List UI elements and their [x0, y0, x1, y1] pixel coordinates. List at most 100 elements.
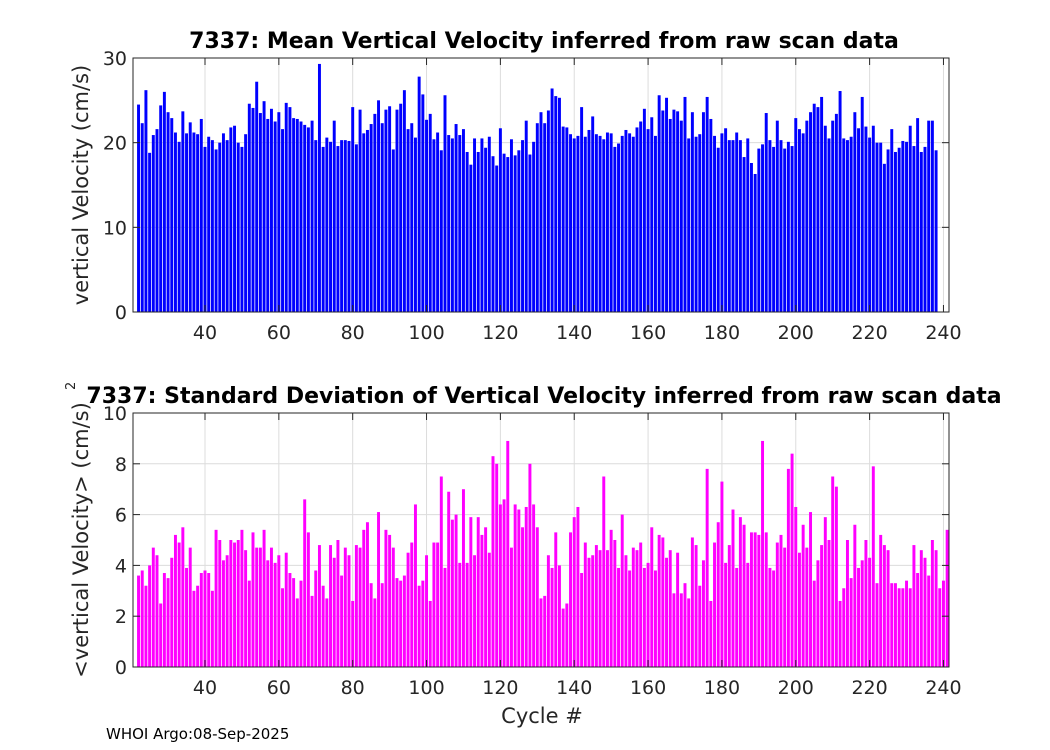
bar [539, 598, 543, 667]
bar [901, 588, 905, 667]
bar [934, 150, 938, 312]
bar [605, 132, 609, 312]
bar [775, 120, 779, 313]
bar [458, 562, 462, 667]
bar [210, 590, 214, 667]
bar [897, 147, 901, 312]
bar [757, 534, 761, 667]
bar [458, 135, 462, 312]
bar [628, 570, 632, 667]
bar [738, 140, 742, 312]
bar [521, 527, 525, 667]
x-tick-label: 120 [482, 677, 518, 699]
bar [461, 129, 465, 312]
bar [170, 118, 174, 312]
bar [580, 107, 584, 312]
bar [173, 132, 177, 312]
bar [768, 567, 772, 667]
bar [236, 142, 240, 312]
bar [908, 588, 912, 667]
bar [572, 517, 576, 667]
bar [845, 140, 849, 312]
bar [336, 146, 340, 312]
bar [561, 126, 565, 312]
bar [421, 94, 425, 312]
bar [362, 529, 366, 667]
bar [406, 552, 410, 667]
x-tick-label: 100 [408, 322, 444, 344]
bar [628, 133, 632, 312]
y-tick-label: 8 [115, 454, 127, 476]
bar [701, 560, 705, 667]
bar [292, 578, 296, 667]
bar [225, 140, 229, 312]
bar [221, 133, 225, 312]
bar [591, 116, 595, 312]
bar [809, 112, 813, 312]
bar [679, 120, 683, 313]
bar [351, 107, 355, 312]
bar [480, 534, 484, 667]
y-tick-label: 30 [103, 48, 127, 70]
bar [543, 595, 547, 667]
x-tick-label: 240 [925, 322, 961, 344]
bar [162, 573, 166, 667]
bar [583, 542, 587, 667]
bar [214, 529, 218, 667]
bar [665, 557, 669, 667]
bar [665, 97, 669, 312]
bar [185, 133, 189, 312]
bar [794, 118, 798, 312]
bar [166, 112, 170, 312]
bar [823, 125, 827, 312]
bottom-y-axis-superscript: 2 [64, 382, 79, 390]
bar [624, 129, 628, 312]
bar [761, 440, 765, 667]
x-tick-label: 80 [341, 322, 365, 344]
bottom-x-ticks: 40 60 80 100 120 140 160 180 200 220 240 [193, 413, 962, 699]
bar [860, 560, 864, 667]
bar [306, 532, 310, 667]
bar [864, 126, 868, 312]
bar [687, 138, 691, 312]
bottom-y-axis-label: <vertical Velocity> (cm/s) [69, 402, 93, 678]
bar [809, 512, 813, 667]
bar [480, 138, 484, 312]
bar [273, 562, 277, 667]
bar [484, 527, 488, 667]
bar [724, 562, 728, 667]
bar [247, 103, 251, 312]
bar [849, 578, 853, 667]
bar [794, 506, 798, 667]
bar [332, 557, 336, 667]
bar [554, 96, 558, 312]
bar [535, 123, 539, 312]
bar [602, 476, 606, 667]
bar [476, 151, 480, 312]
bar [646, 129, 650, 312]
bar [738, 517, 742, 667]
bar [713, 135, 717, 312]
bar [646, 562, 650, 667]
y-tick-label: 10 [103, 403, 127, 425]
bar [380, 583, 384, 667]
bar [432, 542, 436, 667]
bar [402, 575, 406, 667]
bar [487, 552, 491, 667]
bar [266, 560, 270, 667]
bar [820, 545, 824, 667]
bar [882, 545, 886, 667]
bar [657, 95, 661, 312]
bar [258, 113, 262, 312]
bar [812, 103, 816, 312]
bar [602, 139, 606, 312]
bar [192, 132, 196, 312]
bar [277, 555, 281, 667]
bar [842, 588, 846, 667]
top-bars [137, 63, 938, 313]
bar [295, 598, 299, 667]
bar [277, 112, 281, 312]
bar [941, 580, 945, 667]
bar [524, 506, 528, 667]
bar [443, 95, 447, 312]
